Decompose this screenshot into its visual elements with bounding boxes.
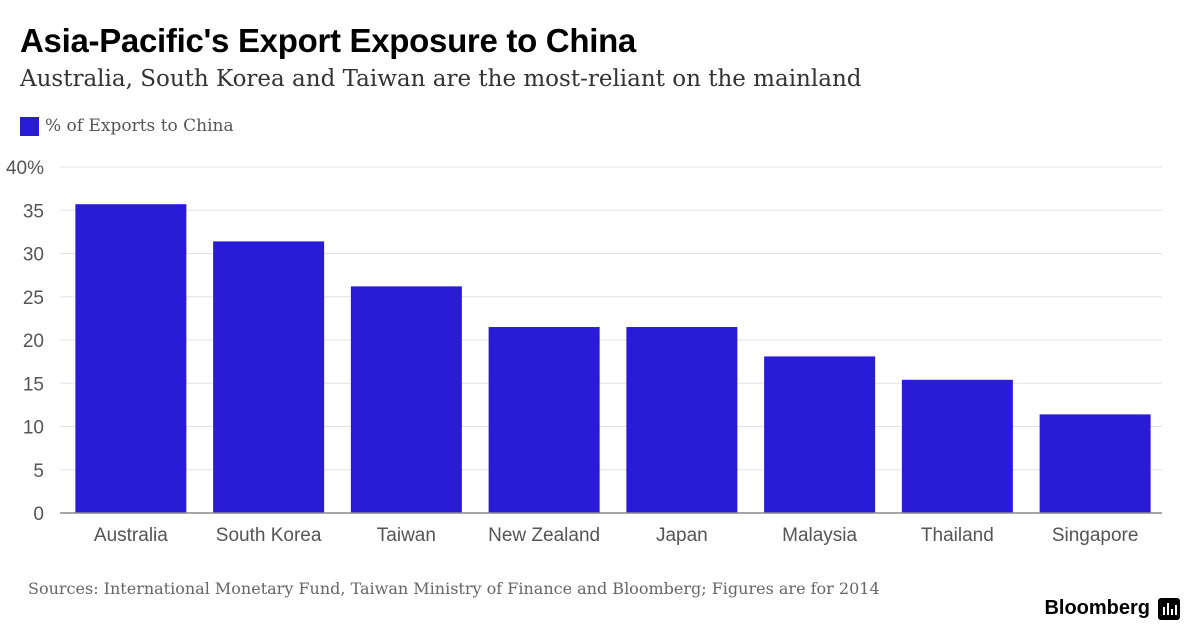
y-tick-label: 20: [23, 331, 44, 352]
x-tick-label: Taiwan: [377, 525, 436, 546]
bar-chart: 0 5 10 15 20 25 30 35 40% Australia South Korea Tai…: [6, 158, 1162, 546]
y-tick-label: 5: [33, 461, 44, 482]
y-tick-label: 40%: [6, 158, 44, 179]
bloomberg-chart-icon: [1158, 597, 1180, 620]
y-tick-label: 15: [23, 374, 44, 395]
brand-name: Bloomberg: [1044, 597, 1150, 619]
x-tick-label: South Korea: [216, 525, 322, 546]
source-note: Sources: International Monetary Fund, Ta…: [28, 579, 880, 598]
legend-swatch: [20, 116, 39, 136]
y-tick-label: 30: [23, 245, 44, 266]
bar: [764, 356, 876, 513]
chart-subtitle: Australia, South Korea and Taiwan are th…: [20, 66, 862, 92]
legend-label: % of Exports to China: [45, 116, 234, 136]
bar: [488, 327, 600, 513]
x-tick-label: Japan: [656, 525, 708, 546]
y-tick-label: 0: [33, 504, 44, 525]
y-tick-label: 25: [23, 288, 44, 309]
bar: [1039, 414, 1151, 513]
x-tick-label: Malaysia: [782, 525, 857, 546]
x-tick-label: Singapore: [1052, 525, 1139, 546]
brand-logo: Bloomberg: [1044, 597, 1180, 620]
bar: [213, 241, 325, 513]
x-tick-label: Australia: [94, 525, 168, 546]
bar: [901, 379, 1013, 513]
legend: % of Exports to China: [20, 116, 234, 136]
bar: [350, 286, 462, 513]
x-tick-label: Thailand: [921, 525, 994, 546]
y-tick-label: 35: [23, 201, 44, 222]
bar: [75, 204, 187, 513]
y-tick-label: 10: [23, 418, 44, 439]
x-tick-label: New Zealand: [488, 525, 600, 546]
chart-title: Asia-Pacific's Export Exposure to China: [20, 22, 636, 59]
bar: [626, 327, 738, 513]
